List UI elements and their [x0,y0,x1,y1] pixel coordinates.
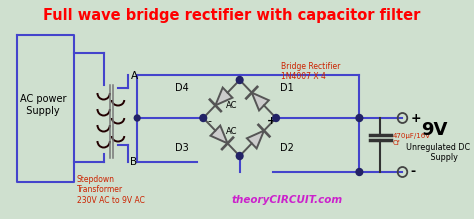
Polygon shape [252,93,269,110]
Text: AC power
  Supply: AC power Supply [20,94,67,116]
Text: AC: AC [226,127,238,136]
Circle shape [237,152,243,159]
Text: -: - [410,166,415,178]
Polygon shape [215,88,232,105]
Text: Stepdown
Transformer
230V AC to 9V AC: Stepdown Transformer 230V AC to 9V AC [77,175,145,205]
Text: Bridge Rectifier
1N4007 X 4: Bridge Rectifier 1N4007 X 4 [281,62,340,81]
Text: +: + [410,111,421,124]
Circle shape [356,168,363,175]
Text: A: A [130,71,137,81]
Text: D2: D2 [280,143,294,153]
Text: D3: D3 [175,143,189,153]
Circle shape [200,115,207,122]
Text: 470μF/16V
Cf: 470μF/16V Cf [393,133,431,146]
Text: Full wave bridge rectifier with capacitor filter: Full wave bridge rectifier with capacito… [43,8,421,23]
Circle shape [237,76,243,83]
Text: theoryCIRCUIT.com: theoryCIRCUIT.com [232,195,343,205]
Text: Unregulated DC
     Supply: Unregulated DC Supply [406,143,470,162]
Polygon shape [247,131,264,148]
Circle shape [356,115,363,122]
Text: 9V: 9V [421,121,447,139]
Text: +: + [267,116,276,126]
Polygon shape [210,125,228,143]
Text: D1: D1 [280,83,293,93]
Circle shape [134,115,140,121]
Text: B: B [130,157,137,167]
Text: -: - [207,116,211,126]
Text: D4: D4 [175,83,189,93]
Circle shape [273,115,279,122]
Text: AC: AC [226,101,238,111]
